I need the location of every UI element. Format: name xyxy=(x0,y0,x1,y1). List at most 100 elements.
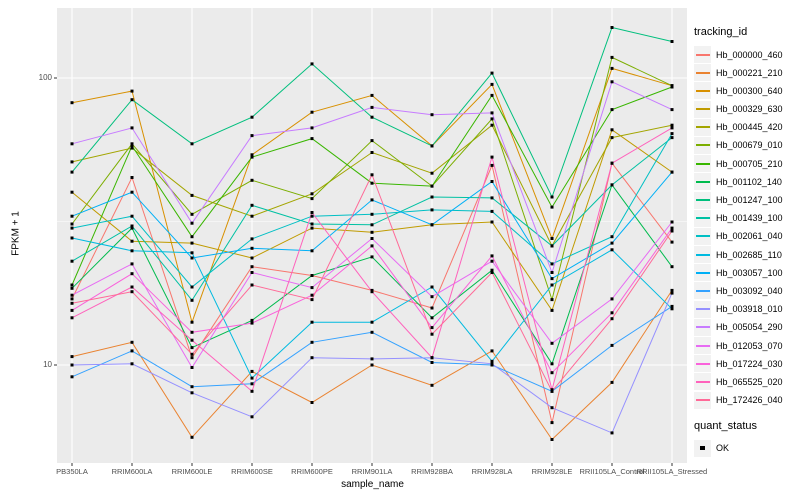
data-point xyxy=(670,229,674,233)
data-point xyxy=(550,205,554,209)
data-point xyxy=(310,298,314,302)
data-point xyxy=(70,283,74,287)
data-point xyxy=(670,226,674,230)
legend: tracking_id Hb_000000_460 Hb_000221_210 Hb… xyxy=(694,26,798,458)
legend-label: Hb_001247_100 xyxy=(716,195,783,205)
legend-title-quant-status: quant_status xyxy=(694,419,757,432)
data-point xyxy=(370,255,374,259)
legend-item: Hb_003092_040 xyxy=(694,282,798,300)
data-point xyxy=(190,338,194,342)
legend-items: Hb_000000_460 Hb_000221_210 Hb_000300_640 H… xyxy=(694,46,798,409)
data-point xyxy=(250,271,254,274)
legend-item: Hb_000300_640 xyxy=(694,82,798,100)
legend-key-swatch xyxy=(694,355,711,373)
data-point xyxy=(370,290,374,294)
data-point xyxy=(430,356,434,360)
data-point xyxy=(490,349,494,353)
data-point xyxy=(610,317,614,321)
data-point xyxy=(190,241,194,245)
data-point xyxy=(310,126,314,130)
legend-label: Hb_005054_290 xyxy=(716,322,783,333)
legend-item: Hb_002061_040 xyxy=(694,227,798,245)
data-point xyxy=(370,320,374,324)
data-point xyxy=(310,137,314,141)
data-point xyxy=(430,326,434,330)
data-point xyxy=(70,101,74,105)
data-point xyxy=(250,203,254,207)
data-point xyxy=(610,431,614,435)
legend-line-icon xyxy=(695,162,710,165)
legend-label: Hb_000679_010 xyxy=(716,140,783,151)
legend-key-swatch xyxy=(694,209,711,227)
data-point xyxy=(670,170,674,174)
data-point xyxy=(250,369,254,373)
data-point xyxy=(190,391,194,395)
data-point xyxy=(550,362,554,366)
legend-line-icon xyxy=(695,326,710,329)
data-point xyxy=(550,271,554,274)
data-point xyxy=(70,236,74,240)
y-tick-label-100: 100 xyxy=(38,73,52,82)
data-point xyxy=(130,144,134,148)
data-point xyxy=(190,356,194,360)
data-point xyxy=(370,330,374,334)
data-point xyxy=(70,214,74,218)
legend-line-icon xyxy=(695,380,710,383)
data-point xyxy=(430,208,434,212)
data-point xyxy=(370,181,374,185)
data-point xyxy=(550,406,554,410)
data-point xyxy=(70,363,74,367)
x-tick-label: RRII105LA_Stressed xyxy=(636,467,708,476)
legend-line-icon xyxy=(695,362,710,365)
legend-item: Hb_065525_020 xyxy=(694,373,798,391)
data-point xyxy=(130,362,134,366)
legend-label: Hb_000221_210 xyxy=(716,67,783,78)
data-point xyxy=(610,241,614,245)
data-point xyxy=(190,346,194,350)
data-point xyxy=(310,62,314,66)
data-point xyxy=(670,123,674,127)
legend-label: Hb_017224_030 xyxy=(716,358,783,369)
data-point xyxy=(130,340,134,344)
data-point xyxy=(370,237,374,240)
data-point xyxy=(550,283,554,287)
data-point xyxy=(250,376,254,380)
data-point xyxy=(610,128,614,132)
data-point xyxy=(370,139,374,143)
data-point xyxy=(430,316,434,320)
data-point xyxy=(370,198,374,202)
x-tick-label: RRIM600SE xyxy=(231,467,273,476)
data-point xyxy=(670,126,674,130)
legend-label: Hb_000445_420 xyxy=(716,122,783,133)
data-point xyxy=(70,301,74,305)
data-point xyxy=(250,246,254,250)
data-point xyxy=(190,193,194,197)
data-point xyxy=(430,383,434,387)
data-point xyxy=(490,71,494,75)
data-point xyxy=(490,111,494,115)
data-point xyxy=(250,115,254,119)
data-point xyxy=(430,361,434,364)
data-point xyxy=(550,277,554,281)
data-point xyxy=(250,382,254,386)
data-point xyxy=(130,126,134,130)
data-point xyxy=(70,160,74,164)
data-point xyxy=(310,293,314,297)
data-point xyxy=(70,286,74,290)
data-point xyxy=(190,285,194,289)
data-point xyxy=(70,222,74,226)
legend-label: Hb_001439_100 xyxy=(716,213,783,224)
data-point xyxy=(430,295,434,299)
x-tick-label: RRIM600LA xyxy=(111,467,153,476)
legend-item: Hb_002685_110 xyxy=(694,246,798,264)
data-point xyxy=(310,340,314,344)
data-point xyxy=(430,171,434,175)
data-point xyxy=(190,366,194,369)
data-point xyxy=(550,237,554,240)
data-point xyxy=(250,134,254,138)
data-point xyxy=(190,212,194,216)
legend-key-swatch xyxy=(694,391,711,409)
data-point xyxy=(130,224,134,228)
